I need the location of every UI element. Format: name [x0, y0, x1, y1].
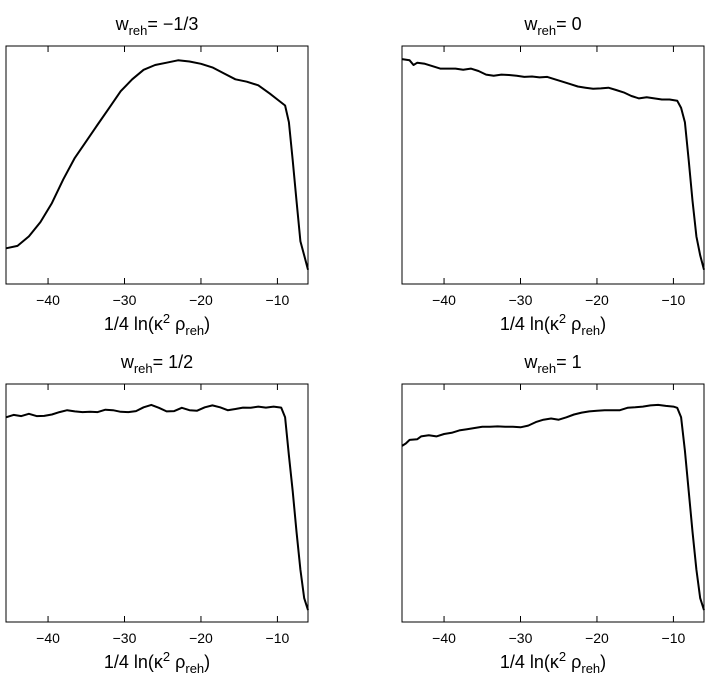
- panel-2-xtick-label: −40: [36, 630, 60, 646]
- panel-1-title-value: = 0: [556, 14, 582, 34]
- panel-0-xlabel-end: ): [204, 314, 210, 334]
- panel-0-xtick-label: −30: [113, 292, 137, 308]
- panel-1-xlabel-mid: ρ: [566, 314, 581, 334]
- panel-3-xlabel-sup: 2: [559, 649, 566, 664]
- panel-0-title: wreh= −1/3: [115, 14, 199, 38]
- panel-1-xlabel-sup: 2: [559, 311, 566, 326]
- panel-1: wreh= 0 −40 −30 −20 −10 1/4 ln(κ2 ρreh): [401, 14, 705, 338]
- panel-2-xlabel-sup: 2: [163, 649, 170, 664]
- panel-2-xtick-label: −20: [189, 630, 213, 646]
- panel-3-axes-frame: [401, 383, 705, 623]
- panel-0-xlabel-sub: reh: [185, 323, 204, 338]
- panel-0-axes-frame: [5, 45, 309, 285]
- panel-1-xtick-label: −40: [432, 292, 456, 308]
- panel-3-title-main: w: [523, 352, 538, 372]
- panel-3-title: wreh= 1: [523, 352, 581, 376]
- panel-0-title-sub: reh: [129, 23, 148, 38]
- panel-2-ticks: −40 −30 −20 −10: [36, 384, 290, 646]
- panel-3-xtick-label: −30: [509, 630, 533, 646]
- panel-1-title-main: w: [523, 14, 538, 34]
- panel-1-axes-frame: [401, 45, 705, 285]
- panel-0-title-value: = −1/3: [147, 14, 198, 34]
- panel-3-title-sub: reh: [537, 361, 556, 376]
- panel-0-xtick-label: −40: [36, 292, 60, 308]
- panel-3-series-line: [401, 403, 705, 611]
- panel-1-xlabel-sub: reh: [581, 323, 600, 338]
- panel-1-xtick-label: −10: [662, 292, 686, 308]
- panel-1-xlabel: 1/4 ln(κ2 ρreh): [500, 311, 606, 338]
- panel-1-xtick-label: −30: [509, 292, 533, 308]
- panel-2-xlabel-sub: reh: [185, 661, 204, 676]
- panel-2-xlabel-main: 1/4 ln(κ: [104, 652, 164, 672]
- panel-0-xtick-label: −20: [189, 292, 213, 308]
- panel-2-title-value: = 1/2: [153, 352, 194, 372]
- panel-2-title-main: w: [120, 352, 135, 372]
- panel-3-xlabel-main: 1/4 ln(κ: [500, 652, 560, 672]
- panel-0-ticks: −40 −30 −20 −10: [36, 46, 290, 308]
- panel-3-xtick-label: −20: [585, 630, 609, 646]
- panel-3-xlabel: 1/4 ln(κ2 ρreh): [500, 649, 606, 676]
- panel-0-series-line: [5, 59, 309, 270]
- panel-0-xlabel-mid: ρ: [170, 314, 185, 334]
- panel-1-series-line: [401, 58, 705, 270]
- panel-3: wreh= 1 −40 −30 −20 −10 1/4 ln(κ2 ρreh): [401, 352, 705, 676]
- panel-1-ticks: −40 −30 −20 −10: [432, 46, 686, 308]
- panel-3-title-value: = 1: [556, 352, 582, 372]
- panel-2-title-sub: reh: [134, 361, 153, 376]
- panel-1-xlabel-main: 1/4 ln(κ: [500, 314, 560, 334]
- panel-2-xlabel-end: ): [204, 652, 210, 672]
- panel-3-xlabel-end: ): [600, 652, 606, 672]
- panel-0-title-main: w: [115, 14, 130, 34]
- panel-0-xlabel-sup: 2: [163, 311, 170, 326]
- panel-1-title: wreh= 0: [523, 14, 581, 38]
- panel-0-xtick-label: −10: [266, 292, 290, 308]
- panel-1-xtick-label: −20: [585, 292, 609, 308]
- panel-1-xlabel-end: ): [600, 314, 606, 334]
- panel-3-xtick-label: −40: [432, 630, 456, 646]
- panel-2-xtick-label: −30: [113, 630, 137, 646]
- panel-0: wreh= −1/3 −40 −30 −20 −10 1/4 ln(κ2 ρreh): [5, 14, 309, 338]
- panel-2-xlabel-mid: ρ: [170, 652, 185, 672]
- panel-2-axes-frame: [5, 383, 309, 623]
- panel-3-xtick-label: −10: [662, 630, 686, 646]
- panel-2-series-line: [5, 403, 309, 611]
- panel-0-xlabel-main: 1/4 ln(κ: [104, 314, 164, 334]
- panel-1-title-sub: reh: [537, 23, 556, 38]
- panel-3-xlabel-mid: ρ: [566, 652, 581, 672]
- panel-3-ticks: −40 −30 −20 −10: [432, 384, 686, 646]
- panel-3-xlabel-sub: reh: [581, 661, 600, 676]
- panel-2-title: wreh= 1/2: [120, 352, 193, 376]
- panel-2: wreh= 1/2 −40 −30 −20 −10 1/4 ln(κ2 ρreh): [5, 352, 309, 676]
- panel-0-xlabel: 1/4 ln(κ2 ρreh): [104, 311, 210, 338]
- panel-2-xlabel: 1/4 ln(κ2 ρreh): [104, 649, 210, 676]
- panel-2-xtick-label: −10: [266, 630, 290, 646]
